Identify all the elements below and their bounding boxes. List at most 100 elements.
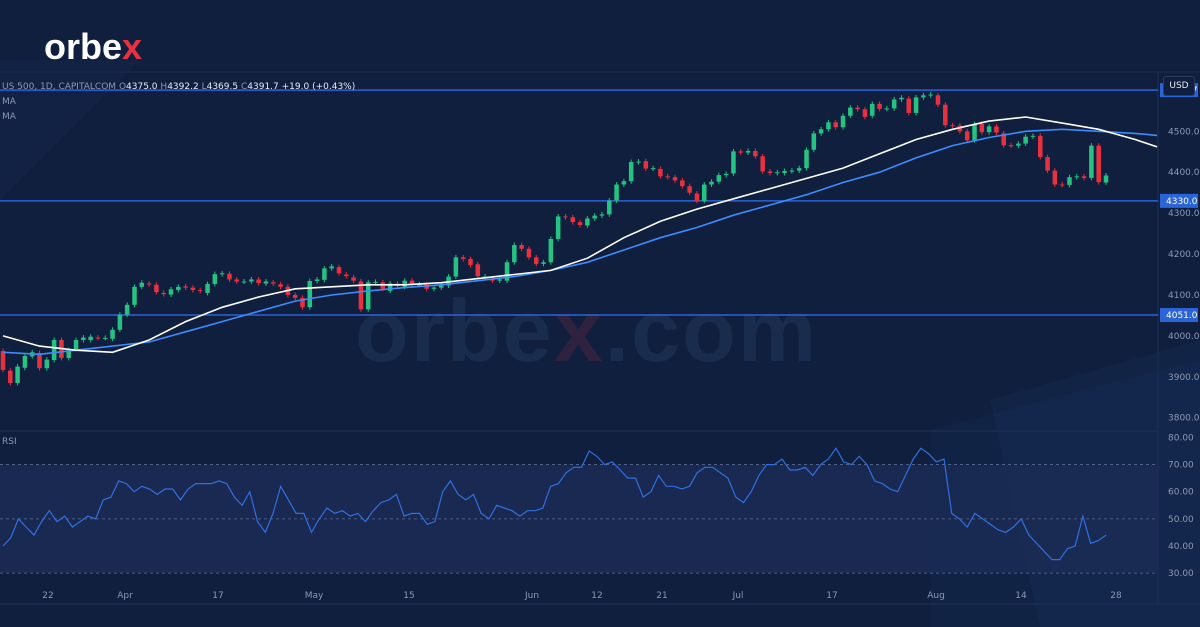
bull-candle <box>124 304 130 315</box>
change-value: +19.0 (+0.43%) <box>281 82 356 92</box>
bull-candle <box>541 262 546 264</box>
bear-candle <box>336 267 342 274</box>
bear-candle <box>161 292 166 295</box>
bear-candle <box>563 216 568 218</box>
bull-candle <box>592 215 597 219</box>
bear-candle <box>154 284 159 293</box>
bull-candle <box>986 126 992 133</box>
bull-candle <box>22 355 28 368</box>
rsi-line <box>2 447 1107 561</box>
bull-candle <box>548 238 554 263</box>
bull-candle <box>1030 135 1036 137</box>
bull-candle <box>1067 177 1072 185</box>
bull-candle <box>249 279 254 282</box>
bull-candle <box>621 181 627 185</box>
bear-candle <box>979 123 985 133</box>
bear-candle <box>234 279 240 282</box>
bear-candle <box>344 274 349 277</box>
bear-candle <box>1096 145 1101 183</box>
bull-candle <box>745 150 751 153</box>
currency-button[interactable]: USD <box>1163 76 1195 96</box>
bull-candle <box>884 108 890 110</box>
time-tick-label: 14 <box>1015 591 1027 601</box>
bull-candle <box>716 175 722 182</box>
bull-candle <box>81 337 86 340</box>
bull-candle <box>132 286 137 305</box>
bear-candle <box>460 257 466 259</box>
bull-candle <box>212 274 218 284</box>
bear-candle <box>943 104 948 126</box>
price-tick-label: 4400.0 <box>1168 168 1200 178</box>
time-tick-label: 17 <box>826 591 837 601</box>
bear-candle <box>351 277 356 281</box>
bear-candle <box>877 103 882 109</box>
time-tick-label: Jul <box>732 591 744 601</box>
candles <box>0 92 1109 386</box>
time-tick-label: 28 <box>1110 591 1122 601</box>
bull-candle <box>555 216 561 239</box>
bear-candle <box>862 109 868 118</box>
bull-candle <box>497 279 502 281</box>
time-tick-label: 21 <box>656 591 667 601</box>
bear-candle <box>687 186 692 193</box>
bull-candle <box>103 337 108 339</box>
bear-candle <box>570 217 576 223</box>
bear-candle <box>855 107 860 110</box>
bear-candle <box>183 286 188 288</box>
bear-candle <box>475 264 481 277</box>
low-label: L <box>201 82 207 92</box>
bull-candle <box>88 336 93 340</box>
rsi-indicator-label[interactable]: RSI <box>2 437 17 447</box>
ma-indicator-label-2[interactable]: MA <box>2 112 16 122</box>
bear-candle <box>950 125 955 127</box>
bull-candle <box>585 218 590 226</box>
bear-candle <box>964 131 970 141</box>
bull-candle <box>168 289 174 295</box>
time-tick-label: Apr <box>117 591 133 601</box>
bear-candle <box>753 150 758 157</box>
bull-candle <box>636 161 641 163</box>
bear-candle <box>1052 170 1058 185</box>
bull-candle <box>241 281 247 283</box>
bull-candle <box>307 281 313 308</box>
bull-candle <box>15 366 20 383</box>
bear-candle <box>95 337 101 339</box>
level-price-badge <box>1160 308 1198 323</box>
bull-candle <box>446 276 451 286</box>
bull-candle <box>723 173 729 176</box>
chart-legend: US 500, 1D, CAPITALCOM O4375.0 H4392.2 L… <box>2 80 355 125</box>
level-price-badge <box>1160 193 1198 208</box>
bear-candle <box>577 222 583 226</box>
bear-candle <box>292 294 298 298</box>
bull-candle <box>701 184 707 201</box>
symbol-label: US 500, 1D, CAPITALCOM <box>2 82 117 92</box>
bull-candle <box>826 122 831 130</box>
open-value: 4375.0 <box>126 82 158 92</box>
bull-candle <box>891 99 897 109</box>
bear-candle <box>680 180 685 187</box>
bull-candle <box>709 181 714 185</box>
price-tick-label: 4500.0 <box>1168 127 1200 137</box>
level-price-label: 4330.0 <box>1166 197 1198 207</box>
bull-candle <box>263 281 269 284</box>
bear-candle <box>672 177 678 181</box>
high-label: H <box>160 82 168 92</box>
bear-candle <box>37 353 42 369</box>
bull-candle <box>417 284 422 286</box>
bull-candle <box>921 95 926 98</box>
bull-candle <box>782 171 787 174</box>
bear-candle <box>519 245 524 249</box>
bear-candle <box>935 95 941 105</box>
ma-indicator-label[interactable]: MA <box>2 97 16 107</box>
bull-candle <box>219 273 225 275</box>
bull-candle <box>139 282 145 287</box>
bear-candle <box>1008 145 1014 147</box>
bull-candle <box>796 168 802 171</box>
bull-candle <box>848 107 853 116</box>
bull-candle <box>73 339 79 349</box>
bull-candle <box>110 329 115 339</box>
bull-candle <box>453 257 459 277</box>
price-tick-label: 4300.0 <box>1168 209 1200 219</box>
bull-candle <box>373 281 378 283</box>
bear-candle <box>665 176 670 178</box>
